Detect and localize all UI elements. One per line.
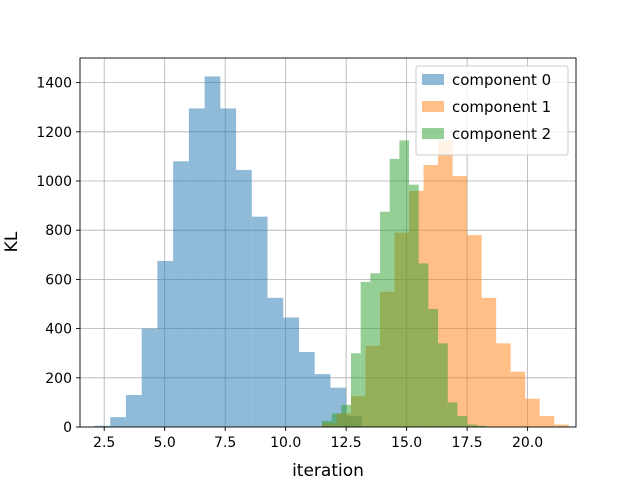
x-tick-label: 15.0 bbox=[391, 435, 422, 451]
histogram-bars bbox=[94, 76, 569, 428]
y-tick-label: 0 bbox=[63, 420, 72, 436]
legend-box bbox=[415, 65, 569, 156]
histogram-bar bbox=[467, 235, 482, 427]
y-axis-label: KL bbox=[2, 231, 22, 252]
histogram-bar bbox=[236, 169, 252, 427]
histogram-bar bbox=[467, 424, 477, 427]
histogram-bar bbox=[418, 263, 429, 427]
histogram-bar bbox=[428, 308, 439, 427]
histogram-bar bbox=[220, 108, 237, 428]
histogram-bar bbox=[554, 424, 569, 427]
histogram-bar bbox=[399, 140, 410, 427]
plot-frame bbox=[79, 57, 577, 428]
histogram-bar bbox=[331, 413, 342, 427]
y-tick-label: 800 bbox=[45, 223, 72, 239]
x-tick-label: 12.5 bbox=[331, 435, 362, 451]
legend-swatch bbox=[422, 101, 444, 112]
legend-label: component 0 bbox=[452, 71, 551, 89]
histogram-bar bbox=[204, 76, 221, 427]
y-tick-label: 400 bbox=[45, 322, 72, 338]
x-axis-label: iteration bbox=[292, 461, 364, 480]
histogram-bar bbox=[481, 297, 497, 427]
series-2-bars bbox=[321, 140, 487, 428]
histogram-bar bbox=[173, 161, 189, 427]
x-tick-label: 10.0 bbox=[270, 435, 301, 451]
y-axis-ticks: 0 200 400 600 800 1000 1200 1400 bbox=[36, 76, 80, 436]
histogram-bar bbox=[125, 395, 142, 427]
histogram-bar bbox=[360, 281, 371, 427]
series-0-bars bbox=[94, 76, 362, 428]
x-tick-label: 7.5 bbox=[214, 435, 236, 451]
x-tick-label: 17.5 bbox=[452, 435, 483, 451]
histogram-bar bbox=[298, 351, 315, 427]
y-tick-label: 1200 bbox=[36, 125, 72, 141]
histogram-bar bbox=[321, 420, 332, 427]
histogram-bar bbox=[341, 404, 351, 427]
histogram-bar bbox=[457, 415, 468, 427]
histogram-bar bbox=[141, 328, 158, 427]
histogram-bar bbox=[380, 211, 390, 427]
legend-label: component 1 bbox=[452, 98, 551, 116]
histogram-bar bbox=[251, 216, 268, 427]
histogram-bar bbox=[94, 425, 111, 427]
x-axis-ticks: 2.5 5.0 7.5 10.0 12.5 15.0 17.5 20.0 bbox=[93, 427, 543, 451]
x-tick-label: 2.5 bbox=[93, 435, 115, 451]
legend-swatch bbox=[422, 128, 444, 139]
x-tick-label: 5.0 bbox=[154, 435, 176, 451]
histogram-bar bbox=[188, 108, 205, 428]
y-tick-label: 1000 bbox=[36, 174, 72, 190]
histogram-bar bbox=[452, 176, 468, 427]
histogram-bar bbox=[447, 402, 458, 427]
y-tick-label: 600 bbox=[45, 272, 72, 288]
histogram-bar bbox=[110, 417, 126, 427]
histogram-bar bbox=[370, 273, 381, 427]
legend-label: component 2 bbox=[452, 125, 551, 143]
histogram-bar bbox=[283, 317, 299, 427]
y-tick-label: 1400 bbox=[36, 76, 72, 92]
histogram-bar bbox=[510, 371, 526, 427]
histogram-bar bbox=[539, 415, 555, 427]
legend-swatch bbox=[422, 74, 444, 85]
histogram-bar bbox=[389, 158, 400, 428]
histogram-bar bbox=[409, 184, 419, 427]
histogram-bar bbox=[496, 343, 511, 427]
histogram-bar bbox=[314, 374, 331, 427]
x-tick-label: 20.0 bbox=[512, 435, 543, 451]
y-tick-label: 200 bbox=[45, 371, 72, 387]
histogram-bar bbox=[267, 297, 284, 427]
histogram-bar bbox=[157, 260, 174, 427]
histogram-bar bbox=[525, 398, 540, 427]
histogram-bar bbox=[438, 343, 448, 427]
histogram-bar bbox=[476, 425, 487, 427]
legend: component 0 component 1 component 2 bbox=[415, 65, 569, 156]
histogram-bar bbox=[350, 353, 361, 427]
